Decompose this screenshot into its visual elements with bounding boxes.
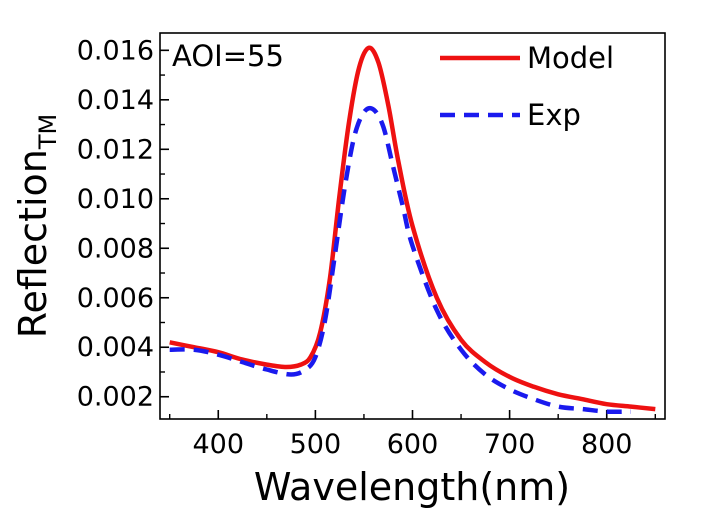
lines-layer [169, 45, 656, 415]
x-axis-title: Wavelength(nm) [254, 465, 570, 509]
y-tick-label: 0.002 [77, 382, 154, 413]
y-tick-label: 0.004 [77, 332, 154, 363]
legend-label-model: Model [527, 41, 614, 75]
y-axis-title-subscript: TM [34, 114, 62, 150]
y-axis-title: ReflectionTM [11, 114, 62, 338]
series-line-exp [169, 105, 632, 415]
y-tick-label: 0.012 [77, 134, 154, 165]
x-tick-label: 700 [484, 429, 536, 460]
series-line-model [169, 45, 656, 412]
legend: Model Exp [440, 41, 614, 132]
y-tick-label: 0.010 [77, 184, 154, 215]
x-tick-label: 400 [192, 429, 244, 460]
x-tick-label: 600 [387, 429, 439, 460]
x-tick-label: 500 [290, 429, 342, 460]
y-axis-title-main: Reflection [11, 149, 55, 338]
legend-label-exp: Exp [527, 98, 581, 132]
y-tick-label: 0.008 [77, 233, 154, 264]
ticks-layer: 400 500 600 700 800 0.002 0.004 0.006 0.008 0.010… [77, 35, 656, 460]
x-tick-label: 800 [581, 429, 633, 460]
y-tick-label: 0.006 [77, 283, 154, 314]
y-tick-label: 0.014 [77, 85, 154, 116]
y-tick-label: 0.016 [77, 35, 154, 66]
svg-text:ReflectionTM: ReflectionTM [11, 114, 62, 338]
annotation-aoi: AOI=55 [172, 39, 284, 73]
